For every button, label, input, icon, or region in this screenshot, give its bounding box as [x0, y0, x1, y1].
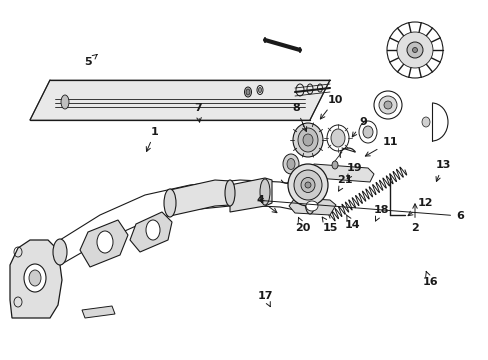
Polygon shape [30, 80, 329, 120]
Ellipse shape [305, 182, 310, 188]
Text: 11: 11 [365, 137, 397, 156]
Text: 19: 19 [346, 163, 362, 179]
Ellipse shape [292, 123, 323, 157]
Polygon shape [130, 212, 172, 252]
Ellipse shape [29, 270, 41, 286]
Polygon shape [229, 178, 271, 212]
Ellipse shape [286, 158, 294, 170]
Ellipse shape [283, 154, 298, 174]
Text: 15: 15 [322, 217, 337, 233]
Text: 20: 20 [295, 217, 310, 233]
Polygon shape [309, 164, 373, 182]
Text: 10: 10 [320, 95, 342, 119]
Polygon shape [80, 220, 128, 267]
Ellipse shape [293, 170, 321, 200]
Polygon shape [82, 306, 115, 318]
Text: 5: 5 [84, 54, 97, 67]
Ellipse shape [244, 87, 251, 97]
Ellipse shape [245, 89, 249, 95]
Text: 4: 4 [256, 195, 276, 213]
Text: 12: 12 [407, 198, 432, 216]
Ellipse shape [362, 126, 372, 138]
Text: 17: 17 [257, 291, 272, 307]
Ellipse shape [146, 220, 160, 240]
Ellipse shape [330, 129, 345, 147]
Text: 3: 3 [0, 359, 1, 360]
Ellipse shape [287, 164, 327, 206]
Polygon shape [288, 198, 335, 215]
Text: 21: 21 [337, 175, 352, 191]
Ellipse shape [224, 180, 235, 206]
Text: 1: 1 [146, 127, 159, 152]
Text: 14: 14 [344, 215, 359, 230]
Ellipse shape [303, 134, 312, 146]
Text: 7: 7 [194, 103, 202, 122]
Text: 16: 16 [421, 271, 437, 287]
Ellipse shape [61, 95, 69, 109]
Text: 13: 13 [434, 160, 450, 181]
Ellipse shape [301, 177, 314, 193]
Ellipse shape [24, 264, 46, 292]
Ellipse shape [421, 117, 429, 127]
Text: 9: 9 [351, 117, 366, 137]
Ellipse shape [378, 96, 396, 114]
Ellipse shape [258, 87, 261, 93]
Text: 8: 8 [291, 103, 306, 131]
Ellipse shape [97, 231, 113, 253]
Ellipse shape [383, 101, 391, 109]
Text: 18: 18 [372, 205, 388, 221]
Text: 6: 6 [258, 198, 463, 221]
Ellipse shape [406, 42, 422, 58]
Ellipse shape [305, 201, 317, 211]
Ellipse shape [297, 128, 317, 152]
Ellipse shape [260, 179, 269, 205]
Ellipse shape [396, 32, 432, 68]
Ellipse shape [331, 161, 337, 169]
Polygon shape [170, 180, 229, 216]
Polygon shape [10, 240, 62, 318]
Text: 2: 2 [410, 204, 418, 233]
Ellipse shape [163, 189, 176, 217]
Ellipse shape [305, 188, 314, 214]
Ellipse shape [412, 48, 417, 53]
Ellipse shape [53, 239, 67, 265]
